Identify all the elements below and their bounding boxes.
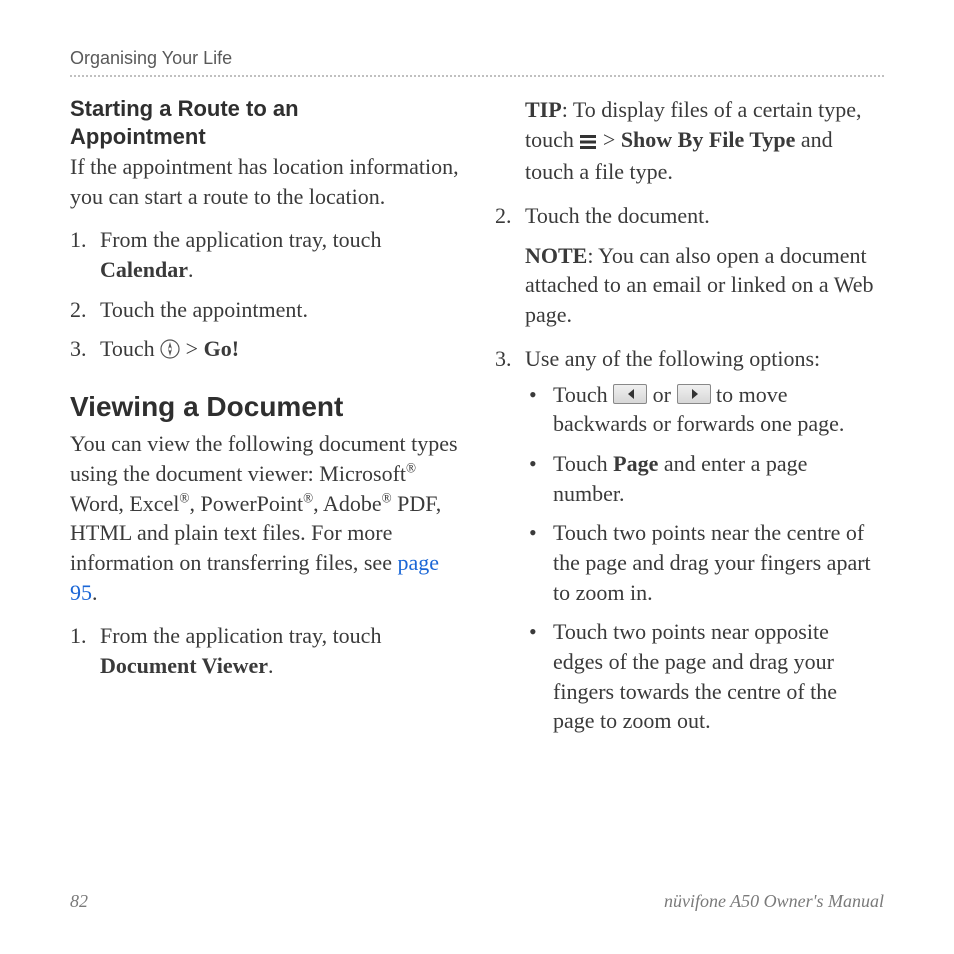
route-step-1: From the application tray, touch Calenda… [70, 225, 459, 284]
doc-title: nüvifone A50 Owner's Manual [664, 891, 884, 912]
left-column: Starting a Route to an Appointment If th… [70, 95, 459, 746]
route-step-2: Touch the appointment. [70, 295, 459, 325]
viewing-step-3: Use any of the following options: Touch … [495, 344, 884, 736]
route-intro: If the appointment has location informat… [70, 152, 459, 211]
viewing-steps-left: From the application tray, touch Documen… [70, 621, 459, 680]
tip-block: TIP: To display files of a certain type,… [495, 95, 884, 187]
viewing-step-3-list: Use any of the following options: Touch … [495, 344, 884, 736]
page-header: Organising Your Life [70, 48, 884, 77]
option-zoom-in: Touch two points near the centre of the … [525, 518, 884, 607]
next-page-icon [677, 384, 711, 404]
prev-page-icon [613, 384, 647, 404]
viewing-step-2-list: Touch the document. [495, 201, 884, 231]
viewing-step-1: From the application tray, touch Documen… [70, 621, 459, 680]
compass-icon [160, 337, 180, 367]
section-title-route: Starting a Route to an Appointment [70, 95, 459, 150]
route-step-3: Touch > Go! [70, 334, 459, 367]
option-zoom-out: Touch two points near opposite edges of … [525, 617, 884, 736]
viewing-step-2: Touch the document. [495, 201, 884, 231]
route-steps: From the application tray, touch Calenda… [70, 225, 459, 367]
breadcrumb: Organising Your Life [70, 48, 232, 68]
menu-icon [579, 128, 597, 158]
right-column: TIP: To display files of a certain type,… [495, 95, 884, 746]
option-nav-pages: Touch or to move backwards or forwards o… [525, 380, 884, 439]
section-title-viewing: Viewing a Document [70, 391, 459, 423]
page-number: 82 [70, 891, 88, 912]
page-footer: 82 nüvifone A50 Owner's Manual [70, 891, 884, 912]
step3-options: Touch or to move backwards or forwards o… [525, 380, 884, 737]
note-block: NOTE: You can also open a document attac… [495, 241, 884, 330]
content-columns: Starting a Route to an Appointment If th… [70, 95, 884, 746]
option-page-number: Touch Page and enter a page number. [525, 449, 884, 508]
viewing-intro: You can view the following document type… [70, 429, 459, 607]
